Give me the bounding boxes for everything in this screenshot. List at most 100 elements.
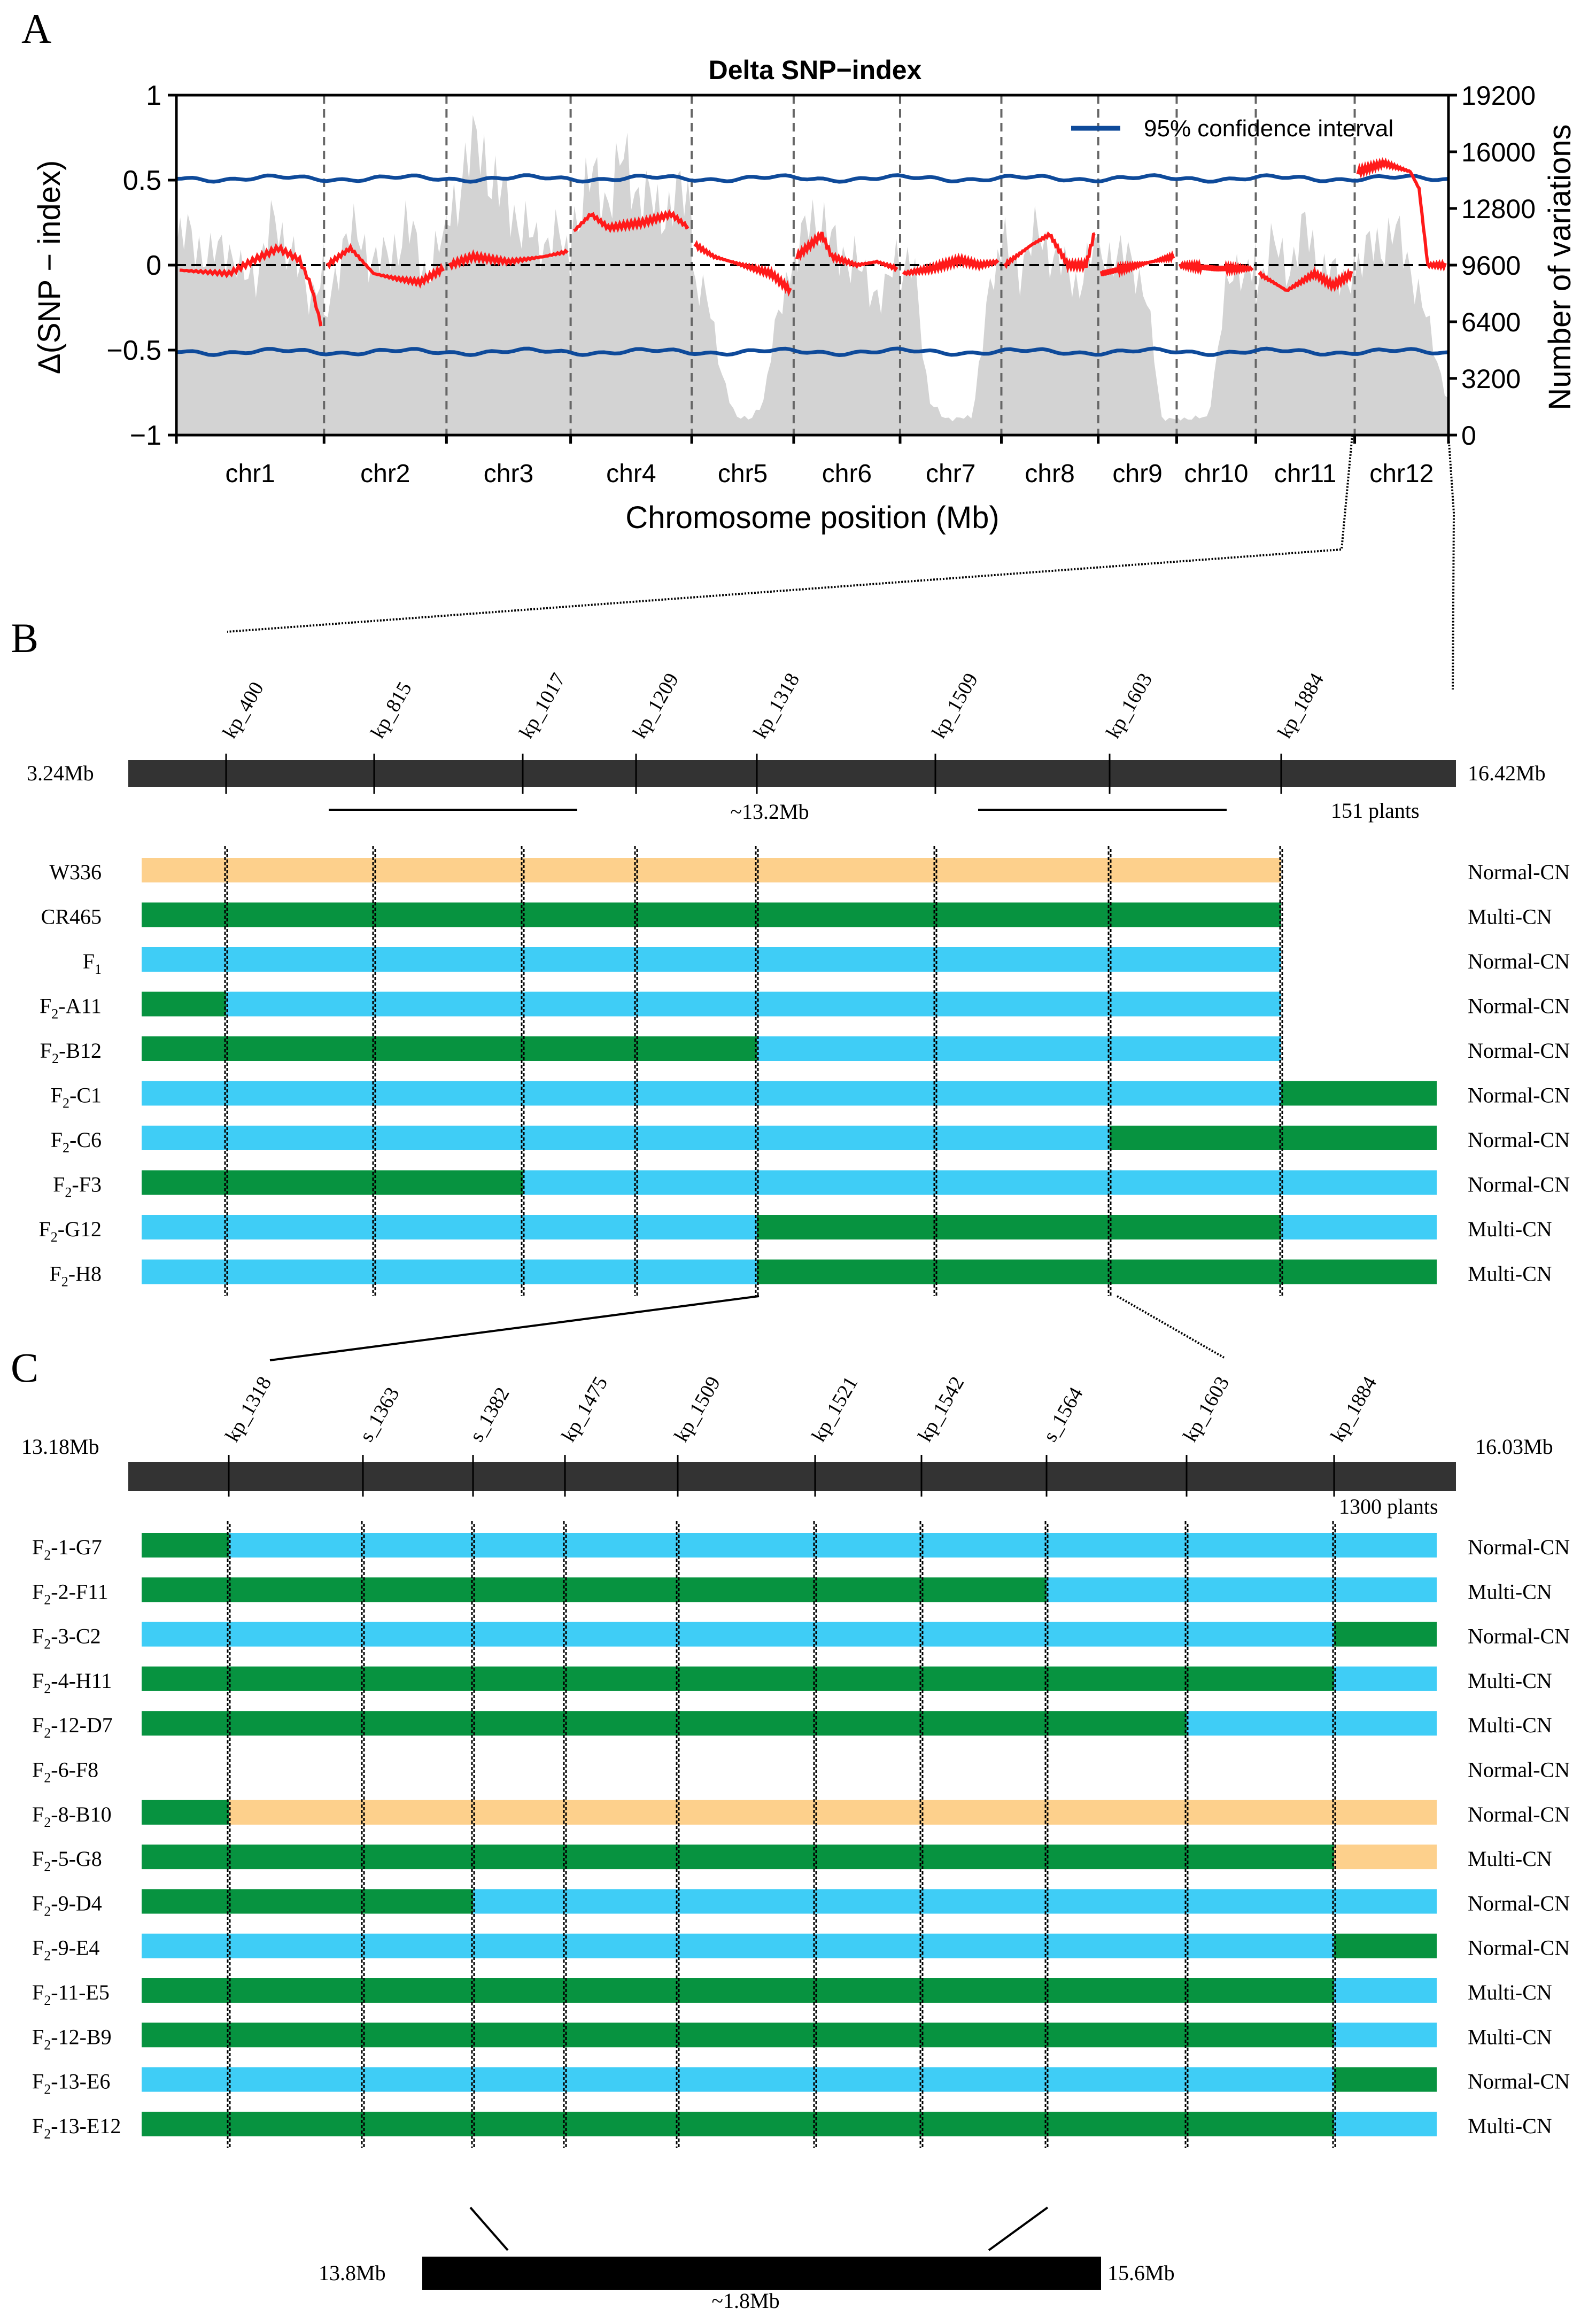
marker-lines-b [224, 846, 1283, 1296]
row-label: F2-5-G8 [32, 1847, 102, 1874]
left-pos-label-b: 3.24Mb [27, 761, 94, 785]
zoom-right-label: 15.6Mb [1107, 2261, 1175, 2285]
chromosome-label: chr6 [822, 460, 872, 488]
y2-tick-label: 12800 [1461, 194, 1536, 224]
genotype-row: F2-G12 Multi-CN [39, 1215, 1552, 1245]
row-label-prefix: F [32, 1669, 44, 1693]
row-label-suffix: -5-G8 [51, 1847, 102, 1871]
y-tick-label: −0.5 [106, 335, 161, 366]
row-label-subscript: 2 [44, 1547, 51, 1563]
y-tick-label: 0.5 [123, 165, 161, 196]
row-label-subscript: 2 [44, 1993, 51, 2008]
genotype-row: F2-2-F11 Multi-CN [32, 1577, 1552, 1607]
row-label-suffix: -1-G7 [51, 1535, 102, 1559]
row-label: F2-12-D7 [32, 1713, 113, 1741]
row-label-suffix: -C1 [69, 1083, 102, 1107]
zoom-connector-right [1447, 435, 1455, 690]
row-label-suffix: -6-F8 [51, 1758, 98, 1782]
genotype-segment [1334, 2067, 1437, 2092]
plants-label-c: 1300 plants [1339, 1494, 1438, 1518]
genotype-row: F2-13-E6 Normal-CN [32, 2067, 1570, 2097]
row-label-subscript: 2 [51, 1229, 58, 1245]
row-label-suffix: -B12 [59, 1039, 102, 1063]
row-label-prefix: W336 [49, 860, 102, 884]
row-label: F2-C1 [51, 1083, 102, 1111]
row-label: F2-C6 [51, 1128, 102, 1156]
panel-label-b: B [11, 615, 38, 661]
genotype-row: F2-12-B9 Multi-CN [32, 2023, 1552, 2052]
zoom-left-label: 13.8Mb [319, 2261, 386, 2285]
y-axis-ticks: 1 0.5 0 −0.5 −1 [106, 80, 176, 451]
row-result: Multi-CN [1468, 1669, 1552, 1693]
row-label-suffix: -G12 [58, 1217, 102, 1241]
row-label-suffix: -3-C2 [51, 1624, 100, 1648]
delta-snp-line [179, 157, 1447, 327]
row-label-suffix: -A11 [58, 994, 102, 1018]
row-label-suffix: -2-F11 [51, 1579, 108, 1603]
delta-trend-chr5 [693, 239, 792, 297]
delta-trend-chr1 [179, 243, 323, 327]
row-label-prefix: F [32, 1758, 44, 1782]
row-label: F2-B12 [40, 1039, 102, 1066]
genotype-segment [1334, 1666, 1437, 1691]
genotype-row: F2-C6 Normal-CN [51, 1126, 1570, 1156]
y2-tick-label: 6400 [1461, 307, 1521, 337]
row-label: F2-2-F11 [32, 1579, 109, 1607]
row-label-suffix: -9-D4 [51, 1891, 102, 1915]
row-label-suffix: -12-D7 [51, 1713, 113, 1737]
row-label-suffix: -12-B9 [51, 2025, 111, 2049]
genotype-segment [142, 1889, 473, 1914]
legend: 95% confidence interval [1071, 115, 1393, 142]
row-label-subscript: 2 [44, 1592, 51, 1607]
genotype-segment [142, 2067, 1334, 2092]
zoom-connector-c-left [469, 2206, 509, 2251]
delta-trend-chr8 [1003, 231, 1096, 274]
row-label-subscript: 2 [44, 1948, 51, 1964]
row-label-prefix: F [32, 1980, 44, 2004]
genotype-segment [142, 1081, 1281, 1106]
genotype-row: F2-8-B10 Normal-CN [32, 1800, 1570, 1830]
delta-trend-chr10 [1178, 258, 1254, 277]
panel-a: A Delta SNP−index 1 0.5 0 −0.5 −1 0 3200 6400 9… [21, 5, 1577, 690]
plants-label-b: 151 plants [1331, 799, 1420, 823]
y-tick-label: 1 [146, 80, 161, 111]
row-label: F2-H8 [50, 1262, 102, 1290]
variation-density-chr11 [1256, 212, 1355, 435]
genotype-segment [142, 1215, 757, 1239]
row-label: F2-G12 [39, 1217, 102, 1245]
panel-c: C 13.18Mb 16.03Mb 1300 plants kp_1318 s_1… [11, 1344, 1570, 2309]
row-label: F1 [83, 949, 102, 977]
delta-trend-chr6 [795, 230, 898, 273]
chromosome-label: chr4 [606, 460, 656, 488]
genotype-row: F2-6-F8 Normal-CN [32, 1758, 1570, 1786]
genotype-row: F2-13-E12 Multi-CN [32, 2111, 1552, 2142]
row-label: F2-11-E5 [32, 1980, 110, 2008]
row-label: F2-9-E4 [32, 1936, 99, 1964]
genotype-segment [142, 1622, 1334, 1647]
genotype-segment [1334, 2023, 1437, 2048]
row-result: Normal-CN [1468, 2070, 1570, 2094]
panel-label-c: C [11, 1344, 38, 1391]
row-result: Normal-CN [1468, 994, 1570, 1018]
region-size-label-b: ~13.2Mb [730, 800, 809, 824]
genotype-segment [142, 1126, 1110, 1150]
genotype-segment [229, 1800, 1437, 1825]
genotype-segment [142, 1800, 229, 1825]
row-result: Normal-CN [1468, 1535, 1570, 1559]
row-label-prefix: F [50, 1262, 61, 1286]
genotype-segment [142, 1259, 757, 1284]
row-label: F2-4-H11 [32, 1669, 112, 1696]
y-axis-label: Δ(SNP − index) [32, 160, 67, 374]
genotype-row: F2-C1 Normal-CN [51, 1081, 1570, 1111]
genotype-row: F2-B12 Normal-CN [40, 1036, 1570, 1066]
genotype-segment [1334, 1978, 1437, 2003]
chromosome-label: chr2 [360, 460, 410, 488]
row-label-prefix: F [32, 1579, 44, 1603]
genotype-segment [229, 1533, 1437, 1558]
row-label-prefix: F [39, 1217, 51, 1241]
genotype-segment [142, 2023, 1334, 2048]
chromosome-label: chr5 [718, 460, 768, 488]
delta-trend-chr9 [1099, 250, 1175, 278]
row-label-prefix: F [40, 994, 51, 1018]
genotype-row: F1 Normal-CN [83, 947, 1570, 977]
